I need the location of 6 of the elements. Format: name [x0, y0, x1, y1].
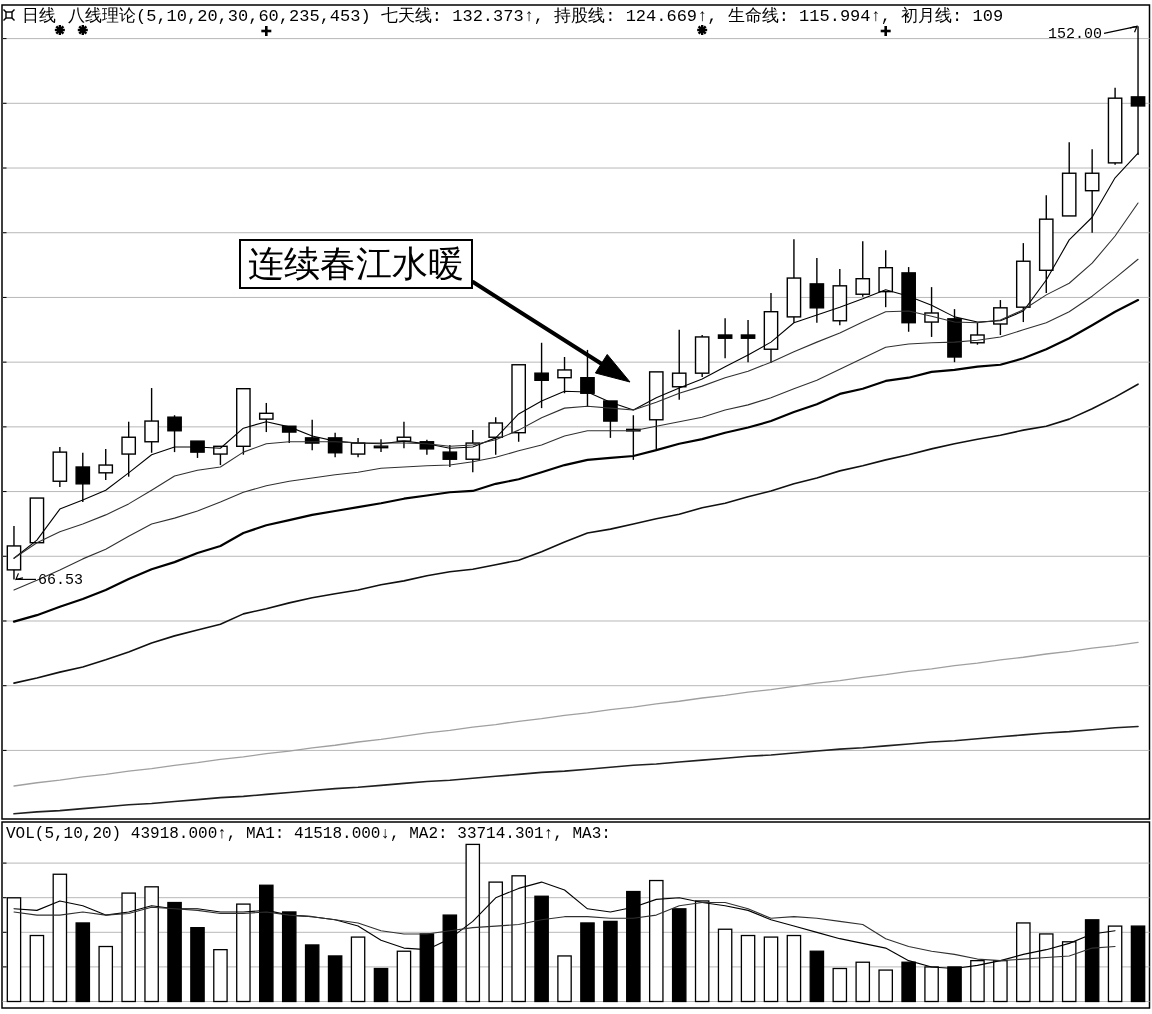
- annotation: 152.00: [1048, 26, 1103, 44]
- subtitle: 八线理论(5,10,20,30,60,235,453) 七天线: 132.373↑, 持股线: 124.669↑, 生命线: 115.994↑, 初月线: 109: [68, 7, 1004, 26]
- annotation: 连续春江水暖: [248, 244, 464, 284]
- title: VOL(5,10,20) 43918.000↑, MA1: 41518.000↓, MA2: 33714.301↑, MA3:: [6, 825, 611, 843]
- title: 日线: [22, 7, 56, 26]
- annotation: 66.53: [37, 572, 83, 590]
